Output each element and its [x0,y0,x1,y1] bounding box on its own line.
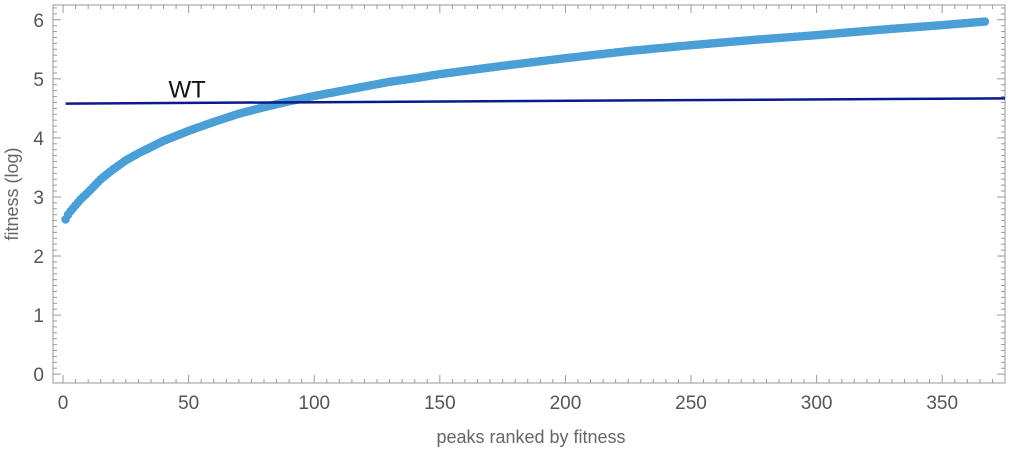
wt-annotation: WT [169,77,207,104]
data-point [981,17,990,26]
x-tick-label: 100 [298,393,330,414]
wt-reference-line [66,98,1005,103]
y-axis-label: fitness (log) [2,147,22,240]
axis-labels: peaks ranked by fitness fitness (log) WT [2,77,626,447]
y-tick-label: 0 [33,365,44,386]
x-tick-label: 0 [58,393,69,414]
x-tick-label: 200 [550,393,582,414]
y-tick-label: 3 [33,188,44,209]
y-tick-label: 2 [33,247,44,268]
x-axis-label: peaks ranked by fitness [436,427,625,447]
reference-line-group [66,98,1005,103]
x-tick-label: 150 [424,393,456,414]
data-series [61,17,989,223]
y-tick-label: 4 [33,129,44,150]
x-tick-label: 50 [178,393,199,414]
x-tick-label: 300 [801,393,833,414]
y-tick-label: 6 [33,11,44,32]
y-tick-label: 1 [33,306,44,327]
y-tick-label: 5 [33,70,44,91]
x-tick-label: 350 [926,393,958,414]
x-tick-label: 250 [675,393,707,414]
